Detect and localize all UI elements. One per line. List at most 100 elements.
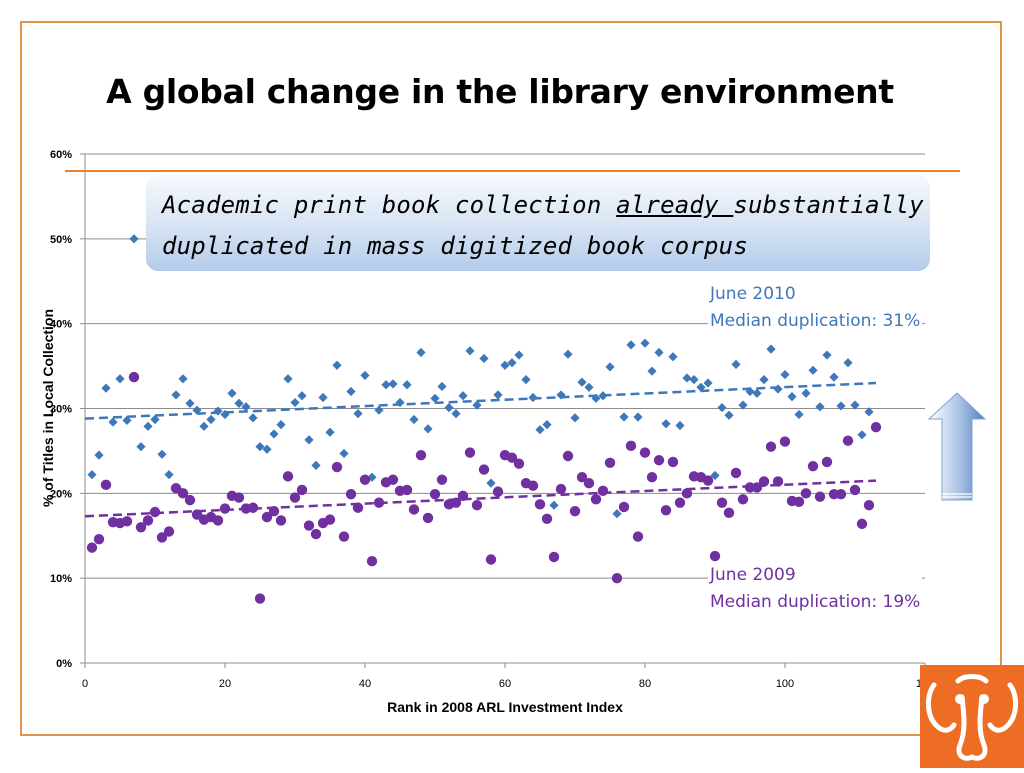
data-point-diamond xyxy=(290,397,300,408)
data-point-circle xyxy=(842,435,854,446)
data-point-diamond xyxy=(528,392,538,403)
data-point-diamond xyxy=(297,391,307,401)
data-point-diamond xyxy=(591,393,601,403)
data-point-circle xyxy=(457,490,469,502)
data-point-diamond xyxy=(409,414,419,425)
data-point-diamond xyxy=(549,500,559,510)
data-point-diamond xyxy=(444,403,454,413)
data-point-diamond xyxy=(864,407,874,417)
data-point-diamond xyxy=(605,362,615,372)
data-point-circle xyxy=(261,511,273,523)
y-tick-label: 60% xyxy=(50,149,72,161)
data-point-circle xyxy=(352,502,364,513)
y-tick-label: 0% xyxy=(56,658,72,670)
data-point-diamond xyxy=(150,414,160,425)
data-point-diamond xyxy=(227,388,237,398)
data-point-diamond xyxy=(577,377,587,387)
data-point-diamond xyxy=(108,417,118,427)
x-tick-label: 20 xyxy=(219,678,231,690)
data-point-diamond xyxy=(801,388,811,398)
data-point-diamond xyxy=(486,478,496,488)
data-point-circle xyxy=(296,484,308,496)
data-point-diamond xyxy=(346,386,356,397)
data-point-circle xyxy=(387,474,399,485)
data-point-diamond xyxy=(493,390,503,400)
data-point-circle xyxy=(268,505,280,517)
y-axis-label: % of Titles in Local Collection xyxy=(40,309,56,507)
data-point-circle xyxy=(632,531,644,542)
data-point-circle xyxy=(338,531,350,542)
data-point-diamond xyxy=(171,390,181,400)
data-point-diamond xyxy=(780,369,790,380)
x-tick-label: 100 xyxy=(776,678,794,690)
chart-trendlines xyxy=(84,381,877,518)
data-point-circle xyxy=(331,461,343,473)
y-tick-label: 50% xyxy=(50,234,72,246)
slide-frame xyxy=(20,21,1002,736)
data-point-diamond xyxy=(731,359,741,369)
data-point-circle xyxy=(478,464,490,475)
data-point-diamond xyxy=(339,448,349,459)
data-point-circle xyxy=(639,447,651,458)
data-point-diamond xyxy=(178,374,188,384)
trendline-series-2 xyxy=(84,479,877,518)
data-point-circle xyxy=(177,488,189,499)
data-point-diamond xyxy=(416,347,426,358)
chart-points xyxy=(86,234,882,604)
data-point-diamond xyxy=(682,373,692,383)
callout-box: Academic print book collection already s… xyxy=(146,175,930,271)
x-tick-label: 60 xyxy=(499,678,511,690)
data-point-circle xyxy=(730,467,742,479)
data-point-diamond xyxy=(815,402,825,412)
data-point-circle xyxy=(289,492,301,503)
data-point-diamond xyxy=(794,409,804,420)
data-point-diamond xyxy=(612,509,622,519)
data-point-circle xyxy=(324,514,336,525)
chart-axes xyxy=(80,153,926,668)
data-point-diamond xyxy=(115,374,125,384)
data-point-circle xyxy=(506,452,518,463)
data-point-circle xyxy=(534,499,546,510)
data-point-circle xyxy=(807,460,819,472)
data-point-diamond xyxy=(570,413,580,423)
data-point-circle xyxy=(604,457,616,468)
data-point-diamond xyxy=(822,350,832,360)
data-point-circle xyxy=(121,516,133,527)
data-point-circle xyxy=(758,476,770,487)
data-point-diamond xyxy=(360,370,370,381)
data-point-circle xyxy=(135,522,147,533)
data-point-diamond xyxy=(388,379,398,389)
data-point-circle xyxy=(702,475,714,486)
data-point-diamond xyxy=(500,360,510,370)
callout-text-line2: duplicated in mass digitized book corpus xyxy=(162,232,748,260)
data-point-circle xyxy=(163,526,175,537)
data-point-diamond xyxy=(199,421,209,431)
data-point-circle xyxy=(814,491,826,502)
data-point-circle xyxy=(583,477,595,489)
data-point-diamond xyxy=(675,420,685,431)
data-point-diamond xyxy=(836,401,846,411)
y-tick-label: 20% xyxy=(50,488,72,500)
elephant-logo-icon xyxy=(920,665,1024,768)
data-point-diamond xyxy=(248,413,258,423)
data-point-circle xyxy=(142,515,154,526)
data-point-circle xyxy=(100,479,112,491)
data-point-diamond xyxy=(374,405,384,415)
data-point-diamond xyxy=(766,344,776,354)
data-point-diamond xyxy=(787,392,797,402)
data-point-diamond xyxy=(465,346,475,356)
y-tick-label: 40% xyxy=(50,319,72,331)
data-point-diamond xyxy=(507,358,517,368)
data-point-circle xyxy=(485,554,497,565)
data-point-circle xyxy=(373,497,385,508)
data-point-circle xyxy=(765,441,777,452)
data-point-diamond xyxy=(423,424,433,434)
x-axis-label: Rank in 2008 ARL Investment Index xyxy=(387,699,623,715)
data-point-circle xyxy=(653,455,665,466)
data-point-diamond xyxy=(514,350,524,360)
data-point-circle xyxy=(667,456,679,468)
data-point-circle xyxy=(723,507,735,519)
data-point-diamond xyxy=(283,374,293,384)
data-point-diamond xyxy=(276,420,286,430)
data-point-circle xyxy=(128,371,140,383)
